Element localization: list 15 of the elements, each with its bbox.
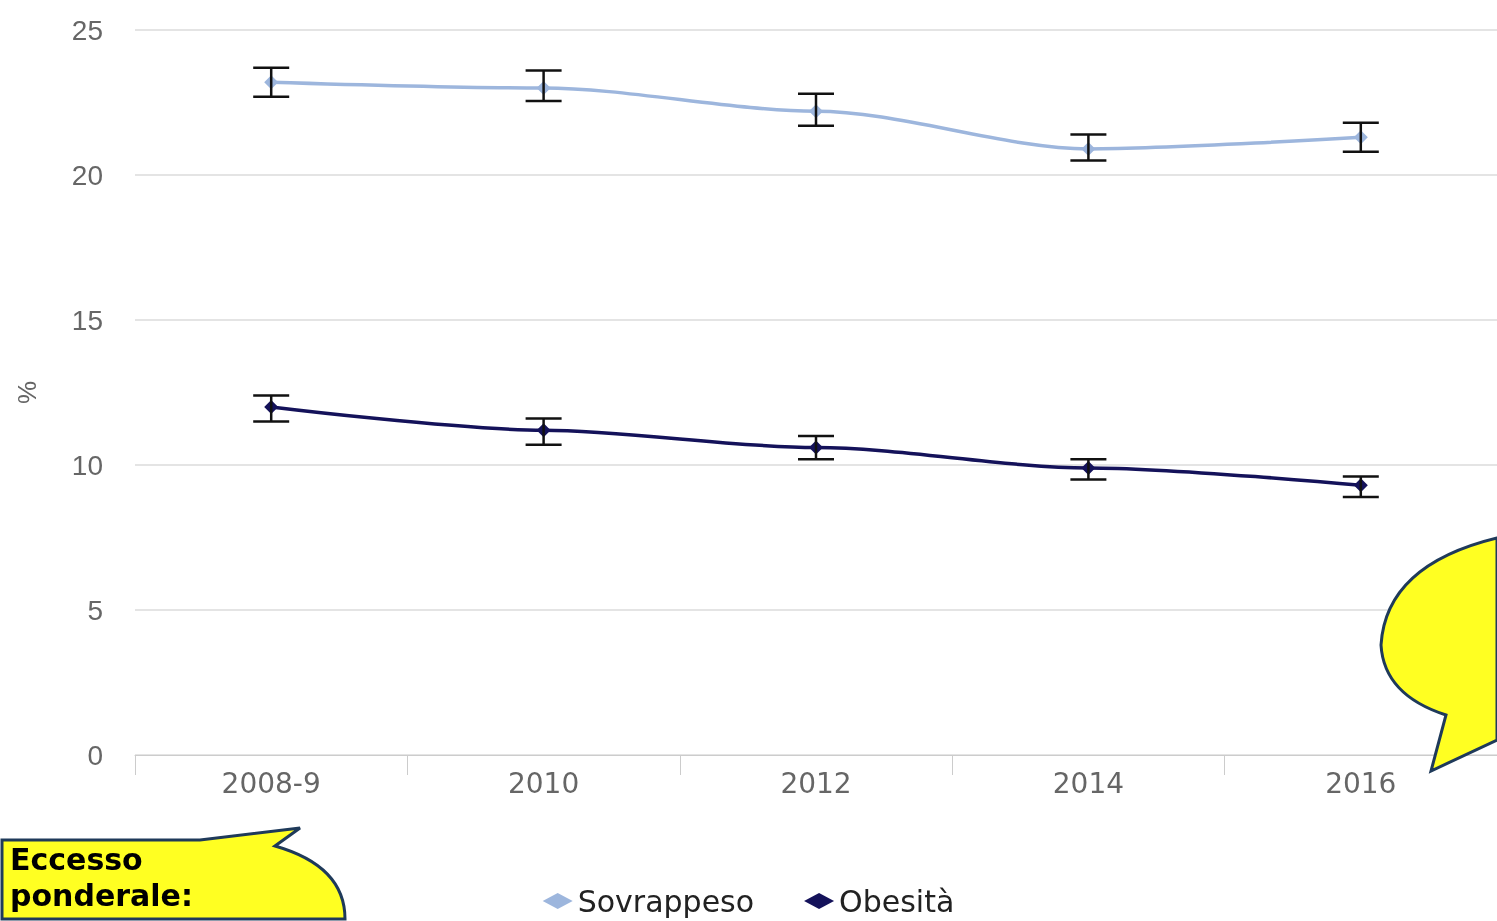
x-tick-label: 2016 — [1325, 766, 1397, 800]
y-tick-label: 5 — [87, 594, 103, 626]
y-tick-label: 20 — [71, 159, 103, 191]
legend-label: Sovrappeso — [577, 883, 755, 919]
x-tick-label: 2008-9 — [221, 766, 321, 800]
y-tick-label: 25 — [71, 14, 103, 46]
y-tick-label: 0 — [87, 739, 103, 771]
x-tick-label: 2014 — [1052, 766, 1125, 800]
x-tick-label: 2012 — [780, 766, 852, 800]
y-axis-title: % — [12, 380, 42, 405]
text: Eccesso ponderale: — [10, 842, 193, 914]
x-tick-label: 2010 — [507, 766, 580, 800]
legend-label: Obesità — [839, 883, 955, 919]
y-tick-label: 15 — [71, 304, 103, 336]
y-tick-label: 10 — [71, 449, 103, 481]
